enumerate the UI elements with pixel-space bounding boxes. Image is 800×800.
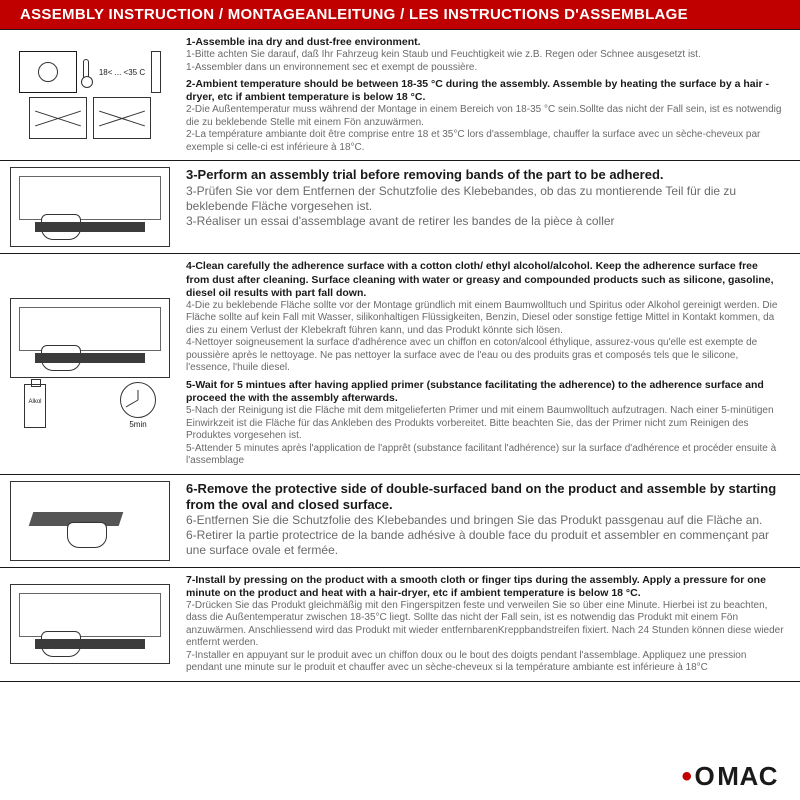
peel-tape-icon xyxy=(10,481,170,561)
content-3: 3-Perform an assembly trial before remov… xyxy=(180,161,800,253)
temp-range-label: 18< ... <35 C xyxy=(99,68,145,77)
section-7: 7-Install by pressing on the product wit… xyxy=(0,567,800,682)
step4-en: 4-Clean carefully the adherence surface … xyxy=(186,260,784,299)
thermometer-icon xyxy=(83,59,89,85)
step4-de: 4-Die zu beklebende Fläche sollte vor de… xyxy=(186,300,784,338)
section-4-5: Alkol 5min 4-Clean carefully the adheren… xyxy=(0,253,800,473)
content-6: 6-Remove the protective side of double-s… xyxy=(180,475,800,567)
step6-en: 6-Remove the protective side of double-s… xyxy=(186,481,784,514)
page-title: ASSEMBLY INSTRUCTION / MONTAGEANLEITUNG … xyxy=(0,0,800,29)
step5-de: 5-Nach der Reinigung ist die Fläche mit … xyxy=(186,405,784,443)
trial-fit-icon xyxy=(10,167,170,247)
clean-surface-icon xyxy=(10,298,170,378)
step3-de: 3-Prüfen Sie vor dem Entfernen der Schut… xyxy=(186,184,784,214)
illustration-3 xyxy=(0,161,180,253)
step7-fr: 7-Installer en appuyant sur le produit a… xyxy=(186,650,784,675)
step1-en: 1-Assemble ina dry and dust-free environ… xyxy=(186,36,784,49)
snow-icon xyxy=(151,51,161,93)
step3-fr: 3-Réaliser un essai d'assemblage avant d… xyxy=(186,214,784,229)
section-3: 3-Perform an assembly trial before remov… xyxy=(0,160,800,253)
step5-en: 5-Wait for 5 mintues after having applie… xyxy=(186,379,784,405)
step1-de: 1-Bitte achten Sie darauf, daß Ihr Fahrz… xyxy=(186,49,784,62)
no-dust-icon xyxy=(93,97,151,139)
content-4-5: 4-Clean carefully the adherence surface … xyxy=(180,254,800,473)
no-water-icon xyxy=(29,97,87,139)
brand-logo: •OMAC xyxy=(682,761,778,792)
content-7: 7-Install by pressing on the product wit… xyxy=(180,568,800,681)
step2-fr: 2-La température ambiante doit être comp… xyxy=(186,129,784,154)
step5-fr: 5-Attender 5 minutes après l'application… xyxy=(186,443,784,468)
section-6: 6-Remove the protective side of double-s… xyxy=(0,474,800,567)
step6-de: 6-Entfernen Sie die Schutzfolie des Kleb… xyxy=(186,513,784,528)
step2-de: 2-Die Außentemperatur muss während der M… xyxy=(186,104,784,129)
step7-de: 7-Drücken Sie das Produkt gleichmäßig mi… xyxy=(186,600,784,650)
illustration-1-2: 18< ... <35 C xyxy=(0,30,180,160)
clock-icon xyxy=(120,382,156,418)
press-install-icon xyxy=(10,584,170,664)
illustration-4-5: Alkol 5min xyxy=(0,254,180,473)
illustration-7 xyxy=(0,568,180,681)
logo-text: MAC xyxy=(717,761,778,792)
content-1-2: 1-Assemble ina dry and dust-free environ… xyxy=(180,30,800,160)
section-1-2: 18< ... <35 C 1-Assemble ina dry and dus… xyxy=(0,29,800,160)
step6-fr: 6-Retirer la partie protectrice de la ba… xyxy=(186,528,784,558)
step1-fr: 1-Assembler dans un environnement sec et… xyxy=(186,62,784,75)
step3-en: 3-Perform an assembly trial before remov… xyxy=(186,167,784,183)
step7-en: 7-Install by pressing on the product wit… xyxy=(186,574,784,600)
step2-en: 2-Ambient temperature should be between … xyxy=(186,78,784,104)
step4-fr: 4-Nettoyer soigneusement la surface d'ad… xyxy=(186,337,784,375)
sun-icon xyxy=(19,51,77,93)
illustration-6 xyxy=(0,475,180,567)
clock-label: 5min xyxy=(129,420,146,429)
bottle-label: Alkol xyxy=(25,399,45,405)
alcohol-bottle-icon: Alkol xyxy=(24,384,46,428)
